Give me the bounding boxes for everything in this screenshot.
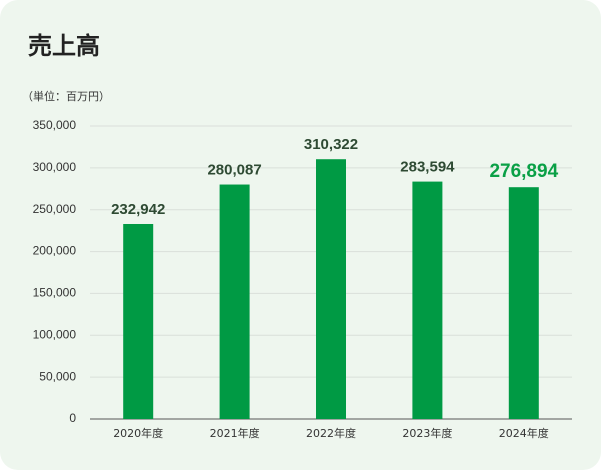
- x-tick-label: 2021年度: [210, 426, 260, 440]
- bar: [412, 181, 443, 419]
- bar: [508, 187, 539, 419]
- y-tick-label: 200,000: [33, 244, 77, 258]
- chart-title: 売上高: [28, 32, 100, 60]
- value-label: 283,594: [400, 159, 455, 176]
- value-label: 232,942: [111, 201, 165, 218]
- bar: [219, 184, 250, 419]
- value-label: 280,087: [207, 161, 261, 178]
- y-tick-label: 300,000: [33, 160, 77, 174]
- chart-subtitle: （単位：百万円）: [22, 89, 110, 103]
- value-label: 310,322: [304, 136, 358, 153]
- y-tick-label: 250,000: [33, 202, 77, 216]
- bar: [123, 223, 154, 419]
- y-tick-label: 0: [69, 411, 76, 425]
- y-tick-label: 100,000: [33, 327, 77, 341]
- y-tick-label: 50,000: [39, 369, 76, 383]
- x-tick-label: 2023年度: [402, 426, 452, 440]
- x-tick-label: 2022年度: [306, 426, 356, 440]
- y-tick-label: 150,000: [33, 286, 77, 300]
- value-label: 276,894: [489, 161, 558, 182]
- bar: [316, 159, 346, 419]
- x-tick-label: 2024年度: [499, 426, 549, 440]
- x-tick-label: 2020年度: [113, 426, 163, 440]
- y-tick-label: 350,000: [33, 118, 77, 132]
